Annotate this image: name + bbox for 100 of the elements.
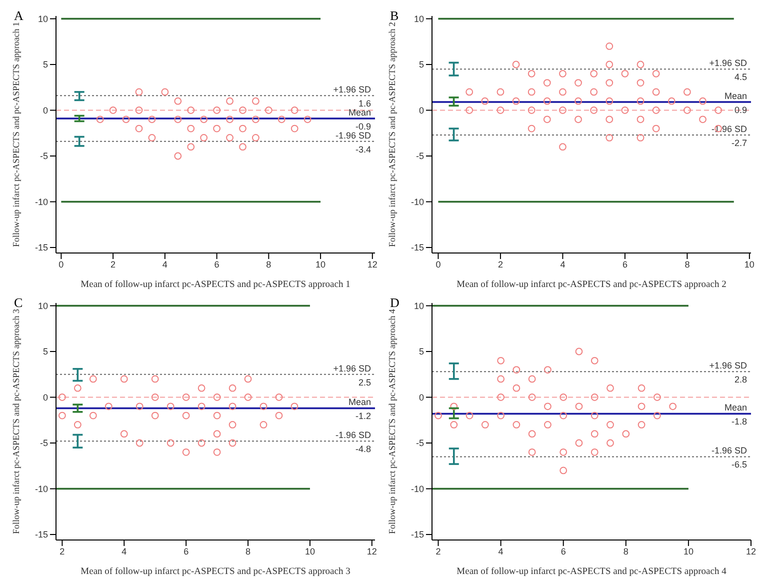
point [606,421,614,428]
point [466,106,474,114]
x-tick-label: 2 [110,259,116,270]
annotation: 0.9 [734,105,747,116]
point [260,421,268,428]
y-tick-label: -15 [410,242,424,253]
annotation: 1.6 [358,98,371,109]
point [290,402,298,410]
x-tick-label: 4 [162,259,168,270]
point [560,394,568,401]
point [574,116,582,124]
point [213,394,221,401]
y-axis-title: Follow-up infarct pc-ASPECTS and pc-ASPECTS approach 2 [387,22,398,247]
point [278,116,286,124]
chart-title: D [390,295,400,310]
x-tick-label: 2 [498,259,503,270]
annotation: 2.8 [734,374,747,385]
point [174,152,182,160]
y-tick-label: -10 [410,196,424,207]
point [622,430,630,438]
y-tick-label: 0 [418,105,424,116]
annotation: 4.5 [734,72,747,82]
point [182,394,190,401]
ref-line-label: -1.96 SD [335,430,372,440]
annotation: -0.9 [355,121,371,132]
x-tick-label: 2 [60,546,65,556]
point [512,384,520,392]
point [466,412,474,420]
point [575,439,583,447]
x-tick-label: 8 [266,259,272,270]
point [590,88,598,96]
point [96,116,104,124]
y-tick-label: 5 [42,346,48,357]
x-tick-label: 10 [744,259,754,270]
point [512,97,520,105]
point [136,439,144,447]
point [228,402,236,410]
x-tick-label: 12 [367,259,378,270]
ref-line-label: Mean [724,91,747,102]
point [135,88,143,96]
point [226,116,234,124]
point [89,412,97,420]
point [58,412,66,420]
y-tick-label: 5 [42,60,48,70]
y-tick-label: -10 [410,484,424,494]
x-tick-label: 4 [498,546,504,556]
ref-line-label: -1.96 SD [335,130,372,140]
point [58,394,66,401]
point [187,106,195,114]
point [543,79,551,86]
point [575,402,583,410]
point [434,412,442,420]
point [200,116,208,124]
point [621,106,629,114]
x-tick-label: 4 [560,259,566,270]
point [528,394,536,401]
point [198,384,206,392]
point [638,421,646,428]
x-tick-label: 10 [304,546,315,556]
point [543,116,551,124]
point [135,106,143,114]
point [559,88,566,96]
point [200,134,208,142]
point [699,97,706,105]
point [239,143,246,151]
x-axis-title: Mean of follow-up infarct pc-ASPECTS and pc-ASPECTS approach 3 [80,567,351,577]
point [252,116,260,124]
y-tick-label: 0 [42,392,48,402]
annotation: -1.8 [731,416,747,427]
point [182,412,190,420]
point [275,412,283,420]
point [560,448,568,456]
point [122,116,130,124]
y-tick-label: -5 [416,438,424,448]
point [161,88,169,96]
point [652,124,660,132]
point [636,134,644,142]
point [606,42,614,50]
x-tick-label: 10 [316,259,326,270]
y-tick-label: 0 [42,105,48,116]
point [528,124,536,132]
point [590,394,598,401]
point [590,70,598,78]
point [560,412,568,420]
point [226,134,234,142]
point [290,124,298,132]
point [198,439,206,447]
x-tick-label: 6 [622,259,628,270]
ref-line-label: +1.96 SD [709,360,748,371]
point [244,394,252,401]
point [109,106,117,114]
y-tick-label: 0 [418,392,424,402]
ref-line-label: Mean [348,397,371,408]
x-tick-label: 12 [366,546,377,556]
point [512,366,520,374]
point [636,116,644,124]
point [213,448,221,456]
point [559,106,566,114]
point [669,402,677,410]
point [652,70,660,78]
